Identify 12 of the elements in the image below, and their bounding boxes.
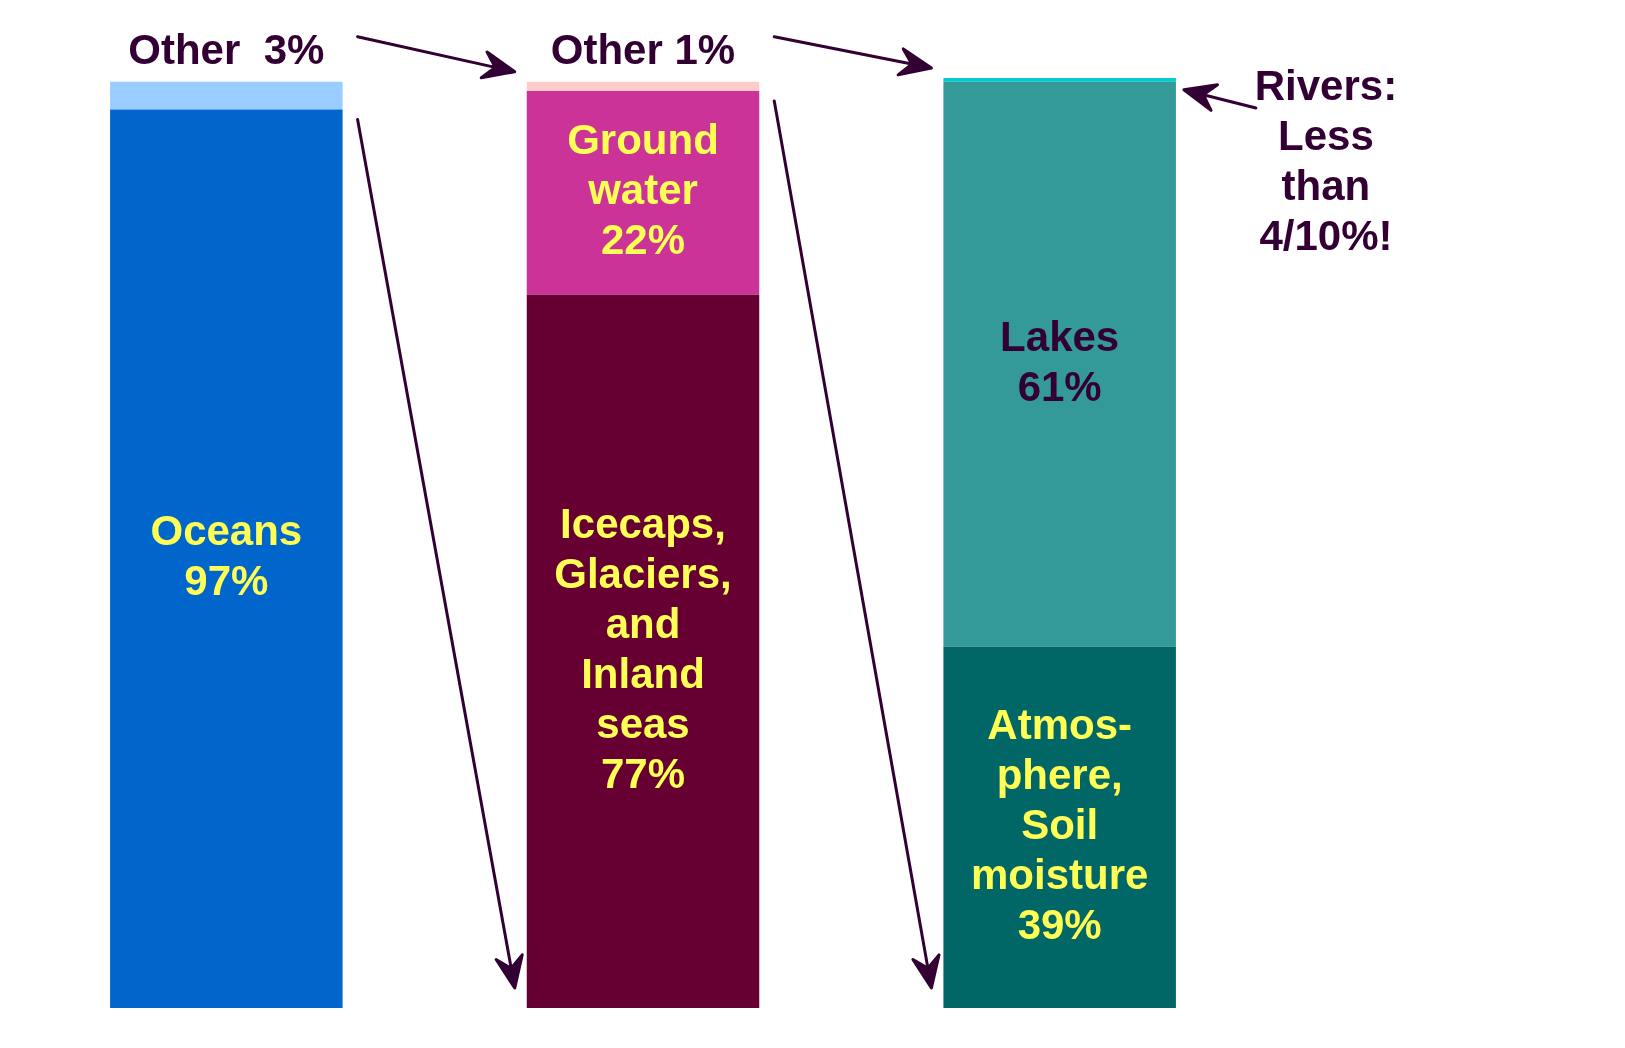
data-label: Atmos- phere, Soil moisture 39%	[970, 700, 1149, 948]
data-label: Icecaps, Glaciers, and Inland seas 77%	[554, 499, 732, 797]
data-label: Other 1%	[550, 26, 736, 74]
data-label: Oceans 97%	[150, 507, 303, 605]
bar	[526, 81, 760, 91]
data-label: Other 3%	[128, 26, 325, 74]
bar	[943, 78, 1176, 82]
annotation: Rivers: Less than 4/10%!	[1254, 61, 1398, 259]
data-label: Lakes 61%	[1000, 312, 1120, 410]
data-label: Ground water 22%	[567, 116, 719, 264]
bar	[110, 109, 343, 1008]
bar	[110, 81, 343, 110]
